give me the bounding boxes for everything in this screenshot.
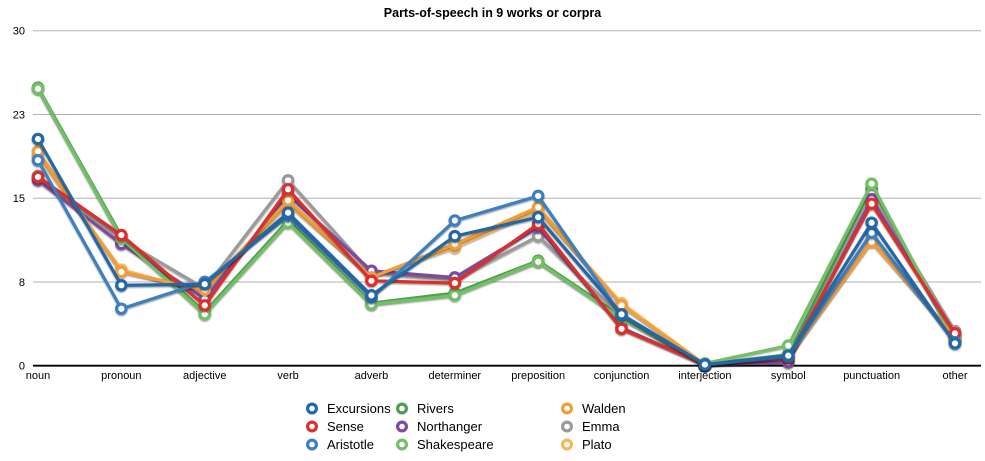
legend-label: Sense [327,419,364,434]
legend-item-Emma: Emma [560,419,620,434]
x-label-conjunction: conjunction [594,370,650,382]
point-Sense-pronoun [115,228,128,242]
point-Excursions-adjective [198,277,212,291]
legend-marker-icon [560,420,573,433]
series-Aristotle [31,153,962,371]
legend-label: Shakespeare [417,437,494,452]
point-Shakespeare-determiner [448,289,462,302]
x-label-interjection: interjection [678,370,731,382]
point-Sense-punctuation [865,197,878,211]
point-Excursions-adverb [365,289,378,302]
point-Sense-verb [281,182,295,196]
legend-label: Plato [582,437,612,452]
point-Shakespeare-punctuation [865,177,878,190]
point-Excursions-preposition [531,210,545,224]
x-label-noun: noun [26,370,50,382]
legend-marker-icon [306,402,319,415]
legend-marker-icon [396,420,409,433]
legend-marker-icon [306,438,319,451]
line-Aristotle [36,158,957,367]
series-layer [31,81,962,371]
legend-item-Shakespeare: Shakespeare [396,437,494,452]
x-label-punctuation: punctuation [843,370,900,382]
x-label-preposition: preposition [511,370,565,382]
series-Excursions [31,132,962,371]
x-label-pronoun: pronoun [101,370,141,382]
legend-item-Walden: Walden [560,401,626,416]
point-Sense-conjunction [615,322,628,336]
chart-legend: Excursions Sense Aristotle Rivers Northanger… [306,401,626,452]
y-tick-label: 8 [19,277,25,289]
x-label-adverb: adverb [355,370,389,382]
point-Aristotle-noun [31,153,45,167]
chart-title: Parts-of-speech in 9 works or corpra [383,6,602,20]
legend-marker-icon [306,420,319,433]
point-Shakespeare-noun [31,82,45,96]
x-axis-labels: noun pronoun adjective verb adverb determiner… [26,370,968,382]
point-Excursions-pronoun [115,278,128,292]
point-Sense-adjective [198,299,212,312]
line-Shakespeare [36,87,957,366]
legend-label: Emma [582,419,620,434]
line-Emma [36,174,957,367]
legend-label: Aristotle [327,437,374,452]
point-Walden-preposition [531,200,545,214]
line-Excursions [36,137,957,367]
legend-marker-icon [396,438,409,451]
point-Sense-adverb [365,274,378,288]
x-label-determiner: determiner [429,370,482,382]
point-Excursions-conjunction [615,308,628,321]
line-Plato [36,154,957,367]
legend-item-Aristotle: Aristotle [306,437,374,452]
legend-item-Plato: Plato [560,437,612,452]
series-Emma [31,169,962,371]
legend-marker-icon [560,402,573,415]
point-Sense-determiner [448,276,462,290]
series-Northanger [31,174,962,371]
point-Walden-verb [281,194,295,207]
x-label-verb: verb [277,370,298,382]
point-Excursions-determiner [448,229,462,243]
legend-label: Rivers [417,401,454,416]
legend-marker-icon [560,438,573,451]
point-Excursions-other [948,337,962,350]
legend-item-Sense: Sense [306,419,364,434]
y-tick-label: 23 [13,109,25,121]
legend-item-Excursions: Excursions [306,401,391,416]
y-tick-label: 30 [13,26,25,38]
x-label-adjective: adjective [183,370,226,382]
series-Plato [31,149,962,371]
point-Excursions-noun [31,132,45,146]
legend-label: Walden [582,401,626,416]
point-Excursions-punctuation [865,216,878,230]
y-tick-label: 15 [13,193,25,205]
point-Shakespeare-preposition [531,255,545,269]
point-Walden-pronoun [115,265,128,279]
point-Aristotle-determiner [448,214,462,227]
legend-item-Rivers: Rivers [396,401,454,416]
point-Excursions-interjection [698,358,712,371]
point-Excursions-symbol [781,349,795,362]
legend-marker-icon [396,402,409,415]
point-Aristotle-pronoun [115,302,128,316]
point-Excursions-verb [281,206,295,220]
legend-label: Excursions [327,401,391,416]
x-label-symbol: symbol [771,370,806,382]
legend-label: Northanger [417,419,483,434]
y-tick-label: 0 [19,361,25,373]
legend-item-Northanger: Northanger [396,419,483,434]
y-axis-labels: 0 8 15 23 30 [13,26,25,373]
x-label-other: other [942,370,967,382]
gridlines [33,30,981,367]
point-Sense-noun [31,170,45,184]
point-Aristotle-preposition [531,189,545,203]
